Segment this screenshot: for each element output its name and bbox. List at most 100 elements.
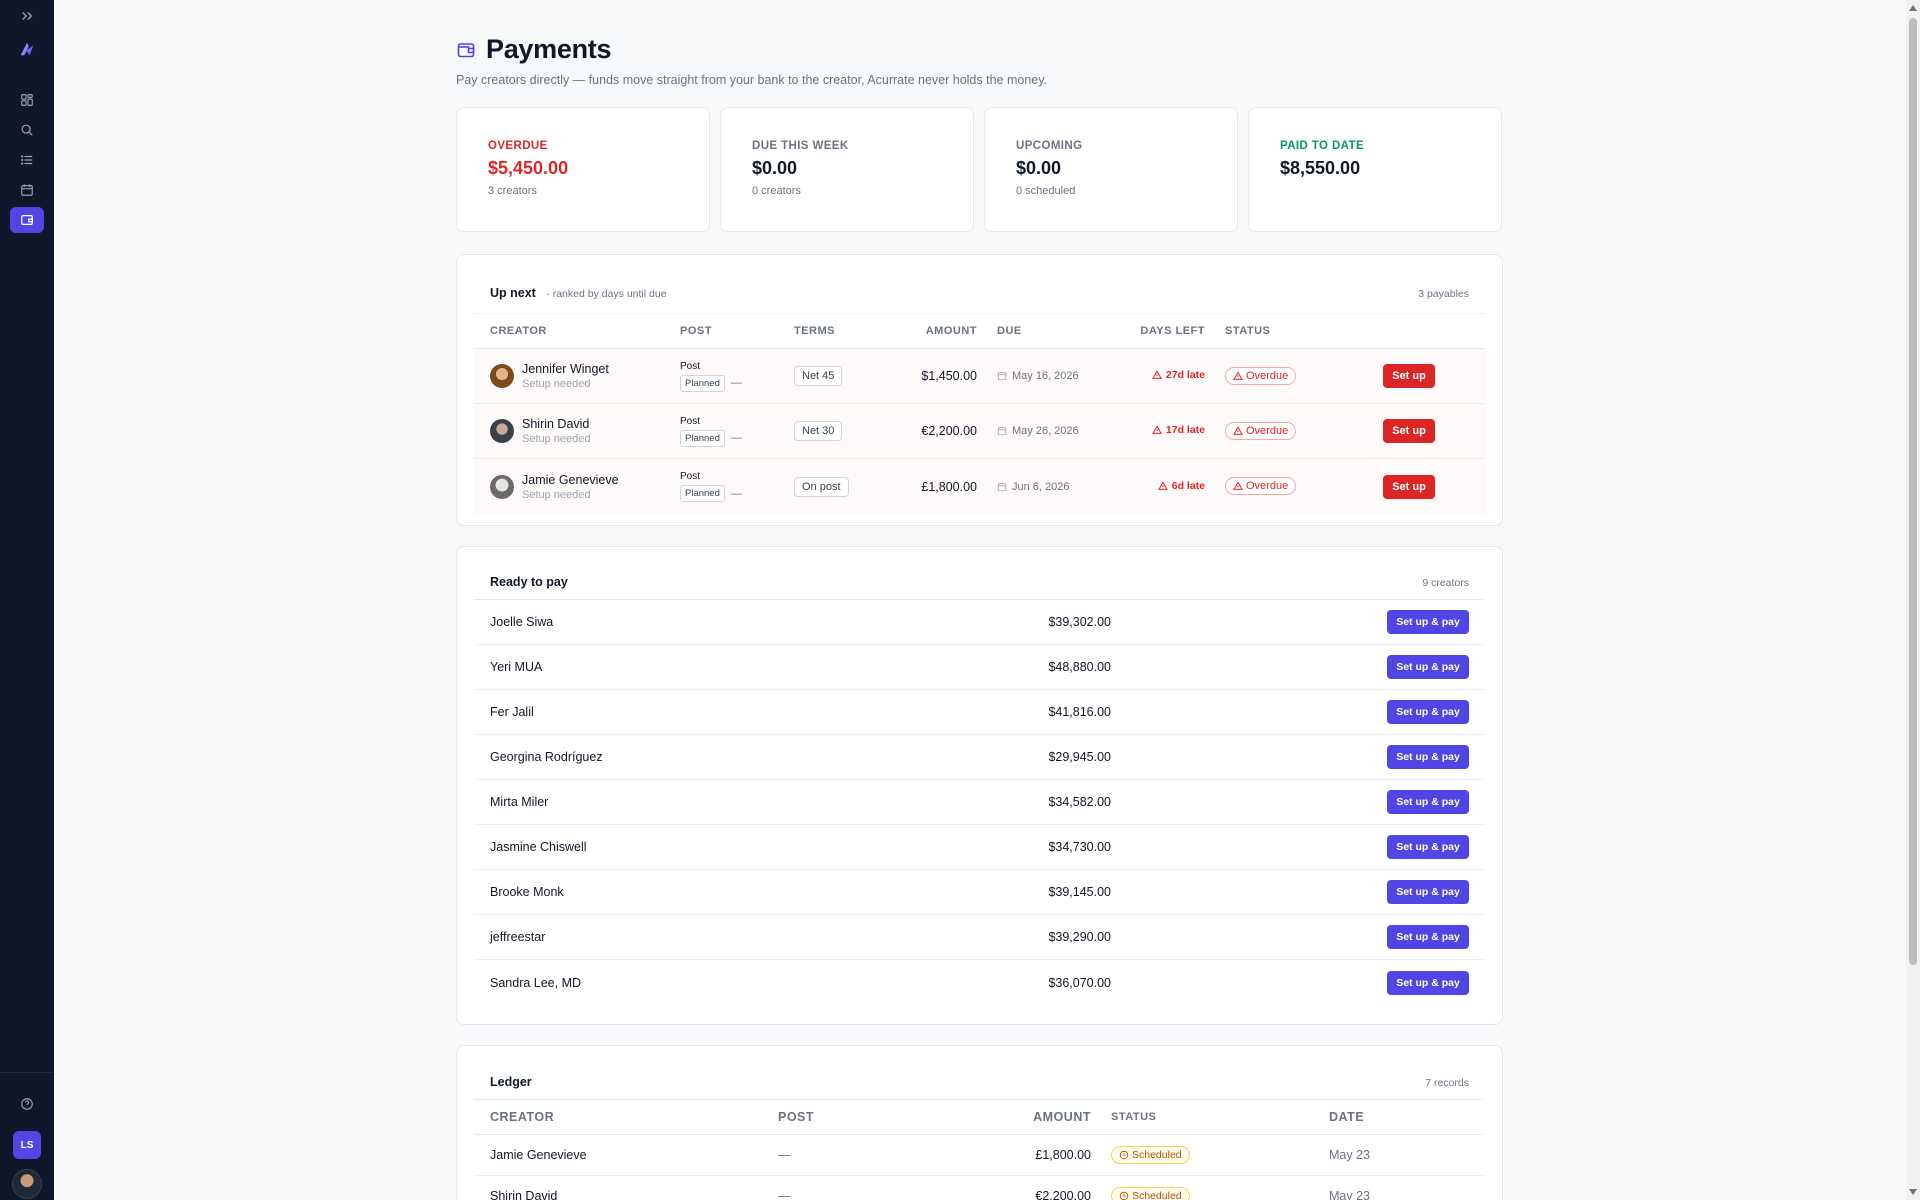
creator-name[interactable]: Brooke Monk <box>490 885 564 899</box>
column-header[interactable]: DATE <box>1329 1110 1365 1124</box>
date-cell: May 23 <box>1329 1189 1370 1200</box>
column-header[interactable]: POST <box>778 1110 815 1124</box>
stat-label: PAID TO DATE <box>1280 140 1365 152</box>
stat-card-upcoming[interactable]: UPCOMING $0.00 0 scheduled <box>984 107 1238 232</box>
stat-card-due-this-week[interactable]: DUE THIS WEEK $0.00 0 creators <box>720 107 974 232</box>
scroll-up-icon[interactable] <box>1909 5 1917 11</box>
due-cell: May 26, 2026 <box>977 425 1101 437</box>
set-up-and-pay-button[interactable]: Set up & pay <box>1387 655 1469 679</box>
column-header[interactable]: STATUS <box>1111 1111 1157 1123</box>
set-up-and-pay-button[interactable]: Set up & pay <box>1387 970 1469 995</box>
creator-name[interactable]: Georgina Rodríguez <box>490 750 603 764</box>
page-scrollbar[interactable] <box>1906 0 1920 1200</box>
set-up-and-pay-button[interactable]: Set up & pay <box>1387 700 1469 724</box>
column-header[interactable]: DAYS LEFT <box>1140 325 1205 337</box>
status-badge: Overdue <box>1225 477 1297 495</box>
set-up-button[interactable]: Set up <box>1383 474 1435 499</box>
calendar-icon <box>997 427 1007 436</box>
status-label: Overdue <box>1246 424 1289 437</box>
dashboard-icon[interactable] <box>10 87 44 113</box>
stat-card-overdue[interactable]: OVERDUE $5,450.00 3 creators <box>456 107 710 232</box>
table-row[interactable]: Shirin David — €2,200.00 Scheduled May 2… <box>474 1176 1485 1200</box>
app-logo-icon[interactable] <box>10 33 44 65</box>
payables-count: 3 payables <box>1418 288 1469 300</box>
ledger-table: CREATOR POST AMOUNT STATUS DATE Jamie Ge… <box>474 1099 1485 1200</box>
column-header[interactable]: POST <box>680 325 712 337</box>
creator-name[interactable]: Jasmine Chiswell <box>490 840 587 854</box>
main-content: Payments Pay creators directly — funds m… <box>456 0 1503 1200</box>
creator-name[interactable]: Joelle Siwa <box>490 615 554 629</box>
amount-cell: €2,200.00 <box>921 424 977 438</box>
days-left-cell: 6d late <box>1101 478 1205 496</box>
calendar-icon[interactable] <box>10 177 44 203</box>
stat-sub: 0 creators <box>752 185 801 197</box>
set-up-button[interactable]: Set up <box>1383 364 1435 388</box>
creator-name[interactable]: Jamie Genevieve <box>522 472 619 487</box>
set-up-and-pay-button[interactable]: Set up & pay <box>1387 790 1469 814</box>
table-row[interactable]: Jennifer Winget Setup needed Post Planne… <box>474 349 1485 404</box>
due-date: May 26, 2026 <box>1012 425 1079 437</box>
workspace-badge[interactable]: LS <box>13 1131 41 1159</box>
days-left-cell: 27d late <box>1101 367 1205 385</box>
column-header[interactable]: STATUS <box>1225 325 1271 337</box>
amount-cell: £1,800.00 <box>1035 1148 1091 1162</box>
creator-name[interactable]: Jennifer Winget <box>522 362 609 376</box>
due-date: Jun 6, 2026 <box>1012 480 1070 493</box>
column-header[interactable]: CREATOR <box>490 325 547 337</box>
scroll-down-icon[interactable] <box>1909 1189 1917 1195</box>
card-title: Up next <box>490 286 536 300</box>
warning-icon <box>1233 425 1243 435</box>
search-icon[interactable] <box>10 117 44 143</box>
post-label: Post <box>680 360 701 372</box>
set-up-button[interactable]: Set up <box>1383 419 1435 443</box>
post-cell: Post Planned — <box>680 471 794 502</box>
help-icon[interactable] <box>10 1091 44 1117</box>
list-icon[interactable] <box>10 147 44 173</box>
table-row[interactable]: Jamie Genevieve — £1,800.00 Scheduled Ma… <box>474 1135 1485 1176</box>
due-cell: Jun 6, 2026 <box>977 481 1101 493</box>
amount: $39,290.00 <box>1048 930 1111 944</box>
column-header[interactable]: AMOUNT <box>1033 1110 1091 1124</box>
post-link-placeholder: — <box>730 487 742 500</box>
creator-name[interactable]: jeffreestar <box>490 930 546 944</box>
column-header[interactable]: TERMS <box>794 325 835 337</box>
terms-cell: Net 45 <box>794 366 884 386</box>
terms-badge: Net 30 <box>794 421 843 441</box>
table-row[interactable]: Jamie Genevieve Setup needed Post Planne… <box>474 459 1485 514</box>
column-header[interactable]: AMOUNT <box>925 325 977 337</box>
page-title: Payments <box>486 34 612 64</box>
set-up-and-pay-button[interactable]: Set up & pay <box>1387 610 1469 634</box>
set-up-and-pay-button[interactable]: Set up & pay <box>1387 835 1469 859</box>
user-avatar[interactable] <box>12 1169 42 1199</box>
creator-name[interactable]: Sandra Lee, MD <box>490 975 582 990</box>
status-cell: Scheduled <box>1091 1186 1329 1200</box>
expand-sidebar-icon[interactable] <box>10 3 44 29</box>
clock-icon <box>1119 1191 1129 1200</box>
page-header: Payments <box>456 34 1503 65</box>
calendar-icon <box>997 482 1007 491</box>
terms-badge: On post <box>794 476 849 497</box>
action-cell: Set up <box>1323 364 1450 388</box>
stat-card-paid-to-date[interactable]: PAID TO DATE $8,550.00 <box>1248 107 1502 232</box>
status-cell: Scheduled <box>1091 1145 1329 1165</box>
ready-to-pay-card: Ready to pay 9 creators Joelle Siwa $39,… <box>456 546 1503 1025</box>
clock-icon <box>1119 1150 1129 1159</box>
table-row[interactable]: Shirin David Setup needed Post Planned —… <box>474 404 1485 459</box>
action-cell: Set up <box>1323 419 1450 443</box>
creator-name[interactable]: Mirta Miler <box>490 795 549 809</box>
status-label: Overdue <box>1246 369 1289 382</box>
column-header[interactable]: CREATOR <box>490 1110 555 1124</box>
creator-name[interactable]: Fer Jalil <box>490 705 534 719</box>
warning-icon <box>1233 481 1243 490</box>
set-up-and-pay-button[interactable]: Set up & pay <box>1387 745 1469 769</box>
wallet-icon[interactable] <box>10 207 44 233</box>
set-up-and-pay-button[interactable]: Set up & pay <box>1387 880 1469 904</box>
column-header[interactable]: DUE <box>997 325 1022 337</box>
creator-name[interactable]: Shirin David <box>522 417 590 431</box>
stat-label: UPCOMING <box>1016 140 1083 152</box>
scrollbar-thumb[interactable] <box>1909 18 1917 965</box>
creator-name[interactable]: Yeri MUA <box>490 660 543 674</box>
creators-count: 9 creators <box>1422 577 1469 589</box>
stat-value: $0.00 <box>1016 158 1062 178</box>
set-up-and-pay-button[interactable]: Set up & pay <box>1387 925 1469 949</box>
